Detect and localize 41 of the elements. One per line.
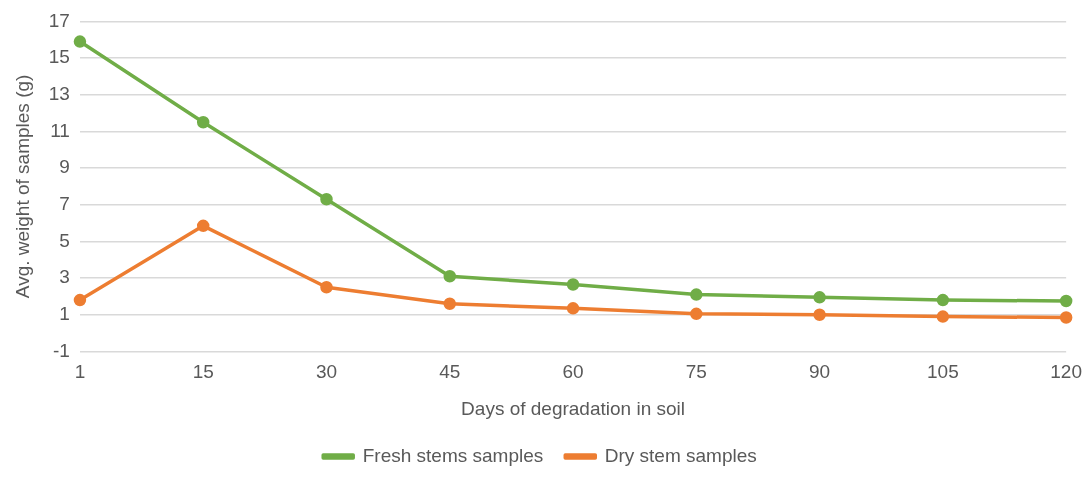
x-tick-label: 15: [192, 361, 214, 383]
x-tick-label: 30: [315, 361, 338, 383]
point: [73, 35, 87, 48]
y-tick-label: 1: [59, 302, 70, 324]
y-tick-label: 17: [48, 9, 70, 31]
x-tick-label: 60: [562, 361, 584, 383]
y-tick-label: 5: [59, 229, 70, 251]
point: [320, 280, 333, 294]
point: [566, 302, 580, 315]
y-tick-label: 15: [48, 46, 70, 68]
x-tick-label: 105: [927, 361, 959, 383]
y-tick-label: -1: [53, 339, 70, 361]
point: [813, 291, 826, 304]
x-tick-label: 1: [74, 361, 86, 383]
x-tick-label: 120: [1050, 361, 1082, 383]
point: [196, 219, 210, 233]
y-tick-label: 11: [50, 119, 70, 141]
point: [1059, 294, 1073, 308]
legend-label: Fresh stems samples: [362, 444, 544, 466]
point: [73, 293, 87, 307]
x-tick-label: 45: [439, 361, 461, 383]
point: [936, 310, 950, 323]
point: [320, 192, 333, 206]
y-axis-title: Avg. weight of samples (g): [11, 74, 33, 299]
y-tick-label: 7: [59, 192, 70, 214]
point: [936, 293, 950, 307]
x-tick-label: 90: [809, 361, 831, 383]
legend-label: Dry stem samples: [604, 444, 757, 466]
y-tick-label: 9: [59, 156, 70, 178]
y-tick-label: 3: [59, 266, 70, 288]
y-tick-label: 13: [48, 82, 70, 104]
point: [813, 308, 826, 321]
point: [196, 115, 210, 129]
point: [690, 288, 703, 301]
point: [1059, 311, 1073, 324]
x-axis-title: Days of degradation in soil: [461, 397, 685, 419]
point: [443, 269, 457, 283]
point: [566, 278, 580, 291]
point: [443, 297, 457, 310]
x-tick-label: 75: [685, 361, 707, 383]
point: [690, 307, 703, 321]
